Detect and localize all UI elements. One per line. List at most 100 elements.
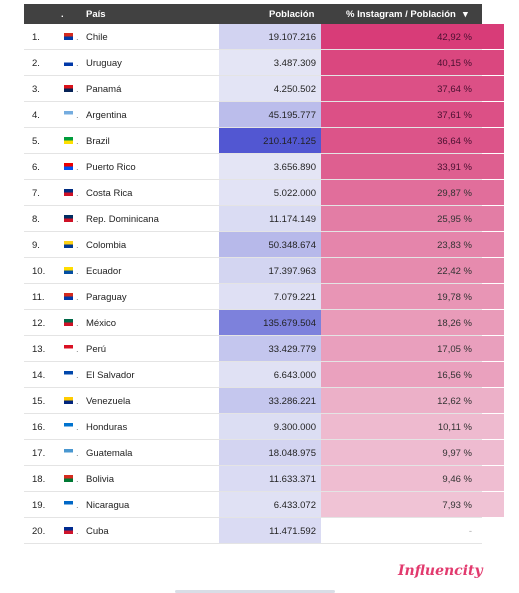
population-value: 33.286.221	[268, 396, 316, 407]
population-value: 6.433.072	[273, 500, 316, 511]
flag-dot: .	[76, 370, 79, 381]
table-row[interactable]: 16. Honduras 9.300.000 10,11 %.	[24, 414, 504, 440]
population-cell-fill	[219, 102, 321, 127]
country-name: Rep. Dominicana	[86, 214, 159, 225]
population-cell-fill	[219, 440, 321, 465]
flag-dot: .	[76, 396, 79, 407]
country-name: Colombia	[86, 240, 127, 251]
country-name: Uruguay	[86, 58, 122, 69]
country-name: Perú	[86, 344, 107, 355]
table-row[interactable]: 17. Guatemala 18.048.975 9,97 %.	[24, 440, 504, 466]
population-cell-fill	[219, 492, 321, 517]
rank-number: 12.	[32, 318, 46, 329]
sort-desc-icon[interactable]: ▾	[463, 9, 468, 20]
rank-number: 18.	[32, 474, 46, 485]
scroll-indicator[interactable]	[175, 590, 335, 593]
table-row[interactable]: 4. Argentina 45.195.777 37,61 %.	[24, 102, 504, 128]
flag-dot: .	[76, 266, 79, 277]
table-row[interactable]: 11. Paraguay 7.079.221 19,78 %.	[24, 284, 504, 310]
flag-dot: .	[76, 526, 79, 537]
country-flag-icon	[64, 241, 73, 248]
ratio-value: 7,93 %	[442, 500, 472, 511]
flag-dot: .	[76, 32, 79, 43]
ratio-value: 37,61 %	[437, 110, 472, 121]
ratio-value: 17,05 %	[437, 344, 472, 355]
rank-number: 6.	[32, 162, 40, 173]
flag-dot: .	[76, 188, 79, 199]
population-cell-fill	[219, 24, 321, 49]
ratio-value: 12,62 %	[437, 396, 472, 407]
flag-dot: .	[76, 162, 79, 173]
flag-dot: .	[76, 240, 79, 251]
population-value: 7.079.221	[273, 292, 316, 303]
country-flag-icon	[64, 475, 73, 482]
country-flag-icon	[64, 345, 73, 352]
country-name: Chile	[86, 32, 108, 43]
rank-number: 4.	[32, 110, 40, 121]
population-cell-fill	[219, 336, 321, 361]
rank-number: 16.	[32, 422, 46, 433]
ratio-cell-fill	[321, 76, 504, 101]
flag-dot: .	[76, 448, 79, 459]
table-row[interactable]: 1. Chile 19.107.216 42,92 %.	[24, 24, 504, 50]
population-value: 3.656.890	[273, 162, 316, 173]
country-flag-icon	[64, 527, 73, 534]
rank-number: 1.	[32, 32, 40, 43]
table-row[interactable]: 2. Uruguay 3.487.309 40,15 %.	[24, 50, 504, 76]
ratio-cell-fill	[321, 284, 504, 309]
table-row[interactable]: 14. El Salvador 6.643.000 16,56 %.	[24, 362, 504, 388]
ratio-cell-fill	[321, 466, 504, 491]
table-row[interactable]: 12. México 135.679.504 18,26 %.	[24, 310, 504, 336]
ratio-value: -	[468, 526, 472, 537]
ratio-cell-fill	[321, 440, 504, 465]
ratio-value: 42,92 %	[437, 32, 472, 43]
table-row[interactable]: 13. Perú 33.429.779 17,05 %.	[24, 336, 504, 362]
ratio-cell-fill	[321, 128, 504, 153]
country-flag-icon	[64, 215, 73, 222]
table-row[interactable]: 7. Costa Rica 5.022.000 29,87 %.	[24, 180, 504, 206]
ratio-cell-fill	[321, 102, 504, 127]
country-flag-icon	[64, 59, 73, 66]
population-value: 6.643.000	[273, 370, 316, 381]
ratio-value: 9,46 %	[442, 474, 472, 485]
rank-number: 2.	[32, 58, 40, 69]
table-header: . País Población % Instagram / Población…	[24, 4, 482, 24]
table-row[interactable]: 5. Brazil 210.147.125 36,64 %.	[24, 128, 504, 154]
header-dot: .	[61, 9, 64, 20]
ratio-cell-fill	[321, 258, 504, 283]
table-row[interactable]: 19. Nicaragua 6.433.072 7,93 %.	[24, 492, 504, 518]
population-cell-fill	[219, 206, 321, 231]
rank-number: 17.	[32, 448, 46, 459]
table-row[interactable]: 10. Ecuador 17.397.963 22,42 %.	[24, 258, 504, 284]
population-cell-fill	[219, 50, 321, 75]
country-name: Honduras	[86, 422, 128, 433]
country-flag-icon	[64, 397, 73, 404]
country-flag-icon	[64, 267, 73, 274]
table-row[interactable]: 20. Cuba 11.471.592 -.	[24, 518, 482, 544]
ratio-value: 36,64 %	[437, 136, 472, 147]
table-row[interactable]: 6. Puerto Rico 3.656.890 33,91 %.	[24, 154, 504, 180]
header-ratio[interactable]: % Instagram / Población	[346, 9, 456, 20]
table-row[interactable]: 8. Rep. Dominicana 11.174.149 25,95 %.	[24, 206, 504, 232]
population-value: 17.397.963	[268, 266, 316, 277]
table-row[interactable]: 15. Venezuela 33.286.221 12,62 %.	[24, 388, 504, 414]
table-row[interactable]: 3. Panamá 4.250.502 37,64 %.	[24, 76, 504, 102]
rank-number: 3.	[32, 84, 40, 95]
ratio-value: 37,64 %	[437, 84, 472, 95]
country-name: El Salvador	[86, 370, 135, 381]
population-value: 11.471.592	[269, 526, 316, 537]
table-row[interactable]: 18. Bolivia 11.633.371 9,46 %.	[24, 466, 504, 492]
table-row[interactable]: 9. Colombia 50.348.674 23,83 %.	[24, 232, 504, 258]
country-flag-icon	[64, 189, 73, 196]
population-cell-fill	[219, 518, 321, 543]
header-population[interactable]: Población	[269, 9, 315, 20]
population-cell-fill	[219, 180, 321, 205]
rank-number: 15.	[32, 396, 46, 407]
influencity-logo: Influencity	[398, 563, 483, 579]
ratio-cell-fill	[321, 24, 504, 49]
population-value: 135.679.504	[263, 318, 316, 329]
rank-number: 5.	[32, 136, 40, 147]
header-country[interactable]: País	[86, 9, 106, 20]
country-flag-icon	[64, 137, 73, 144]
ratio-cell-fill	[321, 492, 504, 517]
